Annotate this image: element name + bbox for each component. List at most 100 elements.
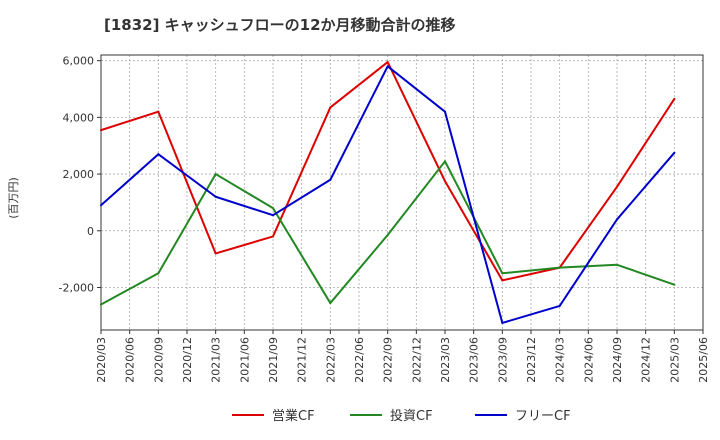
y-tick-label: 2,000	[63, 168, 95, 181]
series-segment	[329, 61, 389, 109]
data-point	[329, 178, 332, 181]
data-point	[558, 305, 561, 307]
legend: 営業CF 投資CF フリーCF	[232, 408, 571, 424]
series-segment	[558, 218, 618, 307]
data-point	[272, 207, 274, 209]
data-point	[558, 266, 561, 269]
series-segment	[214, 173, 274, 210]
x-tick-label: 2022/06	[353, 337, 366, 383]
series-segment	[100, 110, 160, 132]
data-point	[673, 98, 676, 100]
data-point	[157, 153, 160, 156]
data-point	[272, 214, 274, 217]
data-point	[100, 129, 102, 132]
data-point	[214, 195, 217, 198]
series-segment	[501, 304, 561, 324]
data-point	[444, 180, 446, 183]
data-point	[100, 303, 102, 306]
chart-title: [1832] キャッシュフローの12か月移動合計の推移	[104, 16, 456, 34]
x-axis: 2020/03 2020/06 2020/09 2020/12 2021/03 2021/…	[95, 330, 710, 383]
x-tick-label: 2023/09	[496, 337, 509, 383]
y-tick-label: 6,000	[63, 55, 95, 68]
data-point	[501, 279, 504, 282]
y-tick-label: 4,000	[63, 111, 95, 124]
data-point	[329, 302, 332, 304]
data-point	[501, 272, 504, 275]
data-point	[100, 204, 102, 207]
legend-item: 営業CF	[232, 408, 315, 424]
series-segment	[444, 110, 504, 324]
series-segment	[272, 178, 332, 217]
y-axis: -2,000 0 2,000 4,000 6,000	[59, 55, 101, 294]
data-point	[616, 263, 618, 266]
x-tick-label: 2020/12	[181, 337, 194, 383]
series-segment	[100, 272, 160, 306]
legend-item: フリーCF	[475, 409, 571, 424]
grid-layer	[101, 55, 703, 330]
data-point	[214, 252, 217, 255]
x-tick-label: 2021/12	[296, 337, 309, 383]
x-tick-label: 2020/09	[152, 337, 165, 383]
data-point	[157, 110, 160, 113]
x-tick-label: 2024/06	[582, 337, 595, 383]
series-segment	[329, 65, 389, 181]
x-tick-label: 2025/03	[668, 337, 681, 383]
data-point	[616, 218, 618, 221]
x-tick-label: 2021/09	[267, 337, 280, 383]
x-tick-label: 2020/06	[124, 337, 137, 383]
x-tick-label: 2025/06	[697, 337, 710, 383]
data-point	[386, 234, 389, 236]
data-point	[673, 151, 676, 154]
series-segment	[501, 266, 561, 275]
series-segment	[501, 266, 561, 282]
series-segment	[157, 110, 217, 255]
x-tick-label: 2024/03	[554, 337, 567, 383]
series-segment	[386, 61, 446, 183]
series-segment	[272, 106, 332, 238]
y-tick-label: 0	[87, 225, 94, 238]
data-point	[214, 173, 217, 175]
x-tick-label: 2021/06	[238, 337, 251, 383]
x-tick-label: 2020/03	[95, 337, 108, 383]
legend-label: 投資CF	[390, 408, 433, 424]
series-layer	[100, 61, 676, 324]
x-tick-label: 2023/12	[525, 337, 538, 383]
legend-label: 営業CF	[272, 408, 315, 424]
series-segment	[616, 97, 676, 188]
x-tick-label: 2023/06	[468, 337, 481, 383]
series-segment	[558, 263, 618, 269]
x-tick-label: 2022/03	[324, 337, 337, 383]
y-tick-label: -2,000	[59, 281, 94, 294]
x-tick-label: 2024/12	[640, 337, 653, 383]
data-point	[616, 185, 618, 188]
series-segment	[214, 235, 274, 255]
series-0	[100, 61, 676, 282]
legend-item: 投資CF	[350, 408, 433, 424]
series-segment	[444, 180, 504, 282]
series-segment	[100, 153, 160, 207]
series-2	[100, 65, 676, 324]
data-point	[444, 110, 446, 113]
series-segment	[616, 151, 676, 221]
series-segment	[616, 263, 676, 286]
series-segment	[272, 207, 332, 305]
x-tick-label: 2021/03	[210, 337, 223, 383]
data-point	[673, 283, 676, 286]
data-point	[386, 61, 389, 63]
legend-label: フリーCF	[515, 409, 571, 424]
series-segment	[386, 65, 446, 113]
x-tick-label: 2024/09	[611, 337, 624, 383]
x-tick-label: 2023/03	[439, 337, 452, 383]
series-segment	[157, 153, 217, 198]
x-tick-label: 2022/09	[382, 337, 395, 383]
data-point	[444, 160, 446, 163]
data-point	[157, 272, 160, 275]
series-segment	[214, 195, 274, 217]
series-segment	[329, 234, 389, 305]
series-segment	[386, 160, 446, 237]
x-tick-label: 2022/12	[410, 337, 423, 383]
data-point	[329, 106, 332, 109]
data-point	[272, 235, 274, 238]
data-point	[386, 65, 389, 68]
